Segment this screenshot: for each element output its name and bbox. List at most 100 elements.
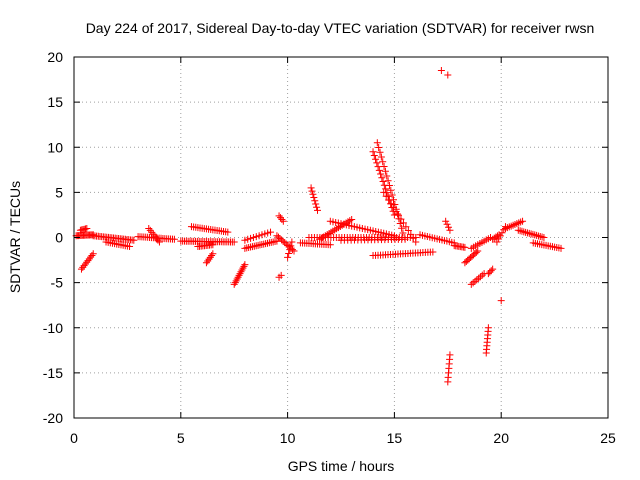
data-point: [484, 270, 492, 278]
y-axis-label: SDTVAR / TECUs: [7, 181, 23, 293]
data-point: [252, 233, 260, 241]
data-point: [381, 167, 389, 175]
data-point: [261, 230, 269, 238]
data-point: [397, 215, 405, 223]
data-point: [326, 241, 334, 249]
data-point: [348, 215, 356, 223]
data-point: [374, 163, 382, 171]
data-point: [446, 351, 454, 359]
data-point: [310, 194, 318, 202]
data-point: [286, 246, 294, 254]
data-point: [155, 238, 163, 246]
data-point: [376, 148, 384, 156]
data-point: [461, 243, 469, 251]
data-point: [378, 174, 386, 182]
data-point: [237, 268, 245, 276]
data-point: [290, 247, 298, 255]
data-point: [284, 253, 292, 261]
data-point: [489, 265, 497, 273]
data-point: [471, 277, 479, 285]
data-point: [170, 235, 178, 243]
data-point: [247, 234, 255, 242]
data-point: [379, 177, 387, 185]
data-point: [88, 251, 96, 259]
data-point: [518, 227, 526, 235]
data-point: [287, 242, 295, 250]
y-tick-label: 20: [47, 49, 63, 65]
data-point: [382, 192, 390, 200]
chart-title: Day 224 of 2017, Sidereal Day-to-day VTE…: [86, 20, 595, 36]
data-point: [230, 238, 238, 246]
y-tick-label: 5: [55, 184, 63, 200]
data-point: [475, 274, 483, 282]
data-point: [384, 177, 392, 185]
data-point: [536, 232, 544, 240]
data-point: [398, 224, 406, 232]
x-tick-label: 10: [280, 430, 296, 446]
data-point: [313, 203, 321, 211]
y-tick-label: 0: [55, 230, 63, 246]
data-point: [275, 212, 283, 220]
data-point: [278, 215, 286, 223]
data-point: [497, 297, 505, 305]
data-point: [83, 224, 91, 232]
data-point: [399, 219, 407, 227]
data-point: [392, 207, 400, 215]
data-point: [236, 270, 244, 278]
data-point: [309, 190, 317, 198]
data-point: [407, 230, 415, 238]
data-point: [277, 271, 285, 279]
data-point: [387, 200, 395, 208]
data-point: [267, 228, 275, 236]
data-point: [307, 184, 315, 192]
data-point: [202, 259, 210, 267]
data-point: [382, 185, 390, 193]
x-tick-label: 25: [600, 430, 616, 446]
data-point: [232, 277, 240, 285]
data-point: [370, 151, 378, 159]
x-tick-label: 20: [493, 430, 509, 446]
data-point: [224, 228, 232, 236]
data-point: [467, 280, 475, 288]
data-point: [377, 153, 385, 161]
data-point: [496, 232, 504, 240]
data-point: [520, 228, 528, 236]
data-point: [276, 214, 284, 222]
data-point: [487, 267, 495, 275]
data-point: [375, 166, 383, 174]
data-point: [472, 248, 480, 256]
x-tick-label: 15: [387, 430, 403, 446]
data-point: [258, 231, 266, 239]
y-tick-label: 15: [47, 94, 63, 110]
data-point: [525, 229, 533, 237]
data-point: [402, 223, 410, 231]
data-point: [372, 155, 380, 163]
data-point: [557, 244, 565, 252]
data-point: [375, 143, 383, 151]
data-point: [473, 276, 481, 284]
y-tick-label: -10: [43, 320, 63, 336]
data-point: [239, 264, 247, 272]
data-point: [484, 324, 492, 332]
data-point: [314, 206, 322, 214]
data-point: [531, 231, 539, 239]
y-tick-label: -15: [43, 365, 63, 381]
data-point: [288, 238, 296, 246]
data-point: [308, 187, 316, 195]
data-point: [409, 234, 417, 242]
data-point: [385, 196, 393, 204]
data-point: [234, 273, 242, 281]
data-point: [380, 188, 388, 196]
data-point: [369, 148, 377, 156]
data-point: [373, 139, 381, 147]
data-point: [412, 238, 420, 246]
data-point: [529, 230, 537, 238]
x-tick-label: 0: [70, 430, 78, 446]
data-point: [478, 271, 486, 279]
data-point: [244, 235, 252, 243]
x-tick-label: 5: [177, 430, 185, 446]
data-point: [235, 271, 243, 279]
data-point: [387, 186, 395, 194]
data-point: [486, 268, 494, 276]
data-point: [404, 227, 412, 235]
